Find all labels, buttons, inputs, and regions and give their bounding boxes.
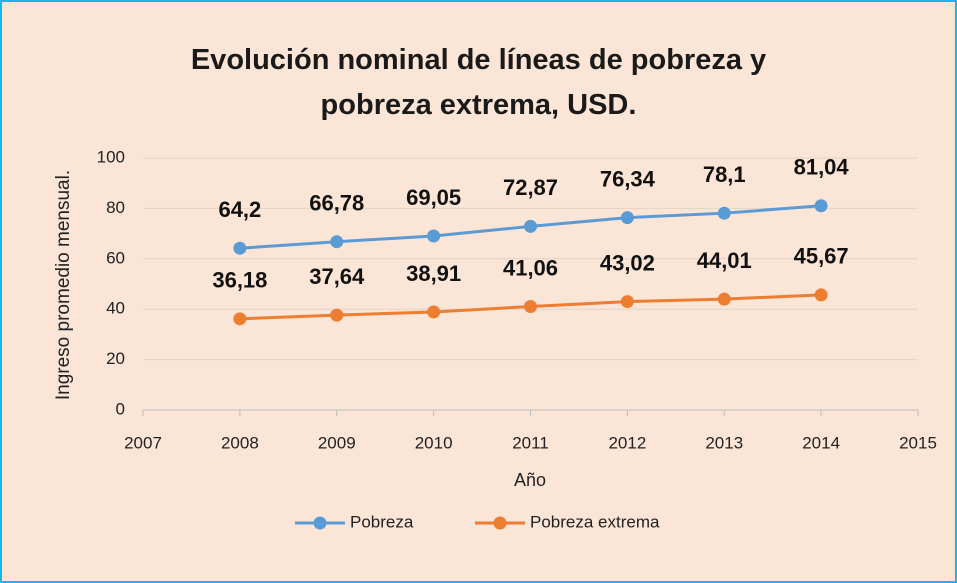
data-label: 72,87 [503, 175, 558, 200]
data-label: 69,05 [406, 185, 461, 210]
data-point [524, 300, 537, 314]
y-tick-label: 0 [116, 399, 125, 418]
data-point [330, 235, 344, 249]
data-point [233, 241, 247, 255]
data-label: 37,64 [309, 264, 365, 289]
data-label: 43,02 [600, 250, 655, 275]
data-point [427, 305, 441, 319]
data-point [427, 229, 441, 243]
data-label: 81,04 [794, 155, 850, 180]
legend-label: Pobreza [350, 512, 414, 531]
y-tick-label: 20 [106, 349, 125, 368]
data-point [620, 211, 634, 225]
x-tick-label: 2008 [221, 433, 259, 452]
data-point [524, 219, 537, 233]
x-tick-label: 2009 [318, 433, 356, 452]
y-tick-label: 40 [106, 299, 125, 318]
x-tick-label: 2014 [802, 433, 840, 452]
legend-label: Pobreza extrema [530, 512, 660, 531]
data-label: 44,01 [697, 248, 752, 273]
data-point [717, 292, 731, 306]
data-point [717, 206, 731, 220]
x-tick-label: 2013 [705, 433, 743, 452]
legend-marker [313, 516, 327, 530]
data-label: 66,78 [309, 191, 364, 216]
chart-title-box: Evolución nominal de líneas de pobreza y… [0, 38, 957, 128]
data-label: 41,06 [503, 255, 558, 280]
data-label: 45,67 [794, 244, 849, 269]
x-tick-label: 2015 [899, 433, 937, 452]
data-point [814, 288, 828, 302]
data-point [330, 308, 344, 322]
y-axis-label: Ingreso promedio mensual. [53, 170, 74, 400]
data-point [620, 295, 634, 309]
x-tick-label: 2011 [512, 433, 549, 452]
data-label: 36,18 [212, 268, 267, 293]
data-label: 78,1 [703, 162, 746, 187]
chart-title: Evolución nominal de líneas de pobreza y… [190, 44, 767, 121]
legend-marker [493, 516, 507, 530]
data-label: 38,91 [406, 261, 461, 286]
data-label: 64,2 [218, 197, 261, 222]
y-tick-label: 60 [106, 248, 125, 267]
data-label: 76,34 [600, 166, 656, 191]
x-tick-label: 2010 [415, 433, 453, 452]
data-point [233, 312, 247, 326]
x-tick-label: 2012 [608, 433, 646, 452]
y-tick-label: 80 [106, 198, 125, 217]
data-point [814, 199, 828, 213]
y-tick-label: 100 [97, 147, 125, 166]
x-axis-label: Año [514, 470, 546, 490]
x-tick-label: 2007 [124, 433, 162, 452]
